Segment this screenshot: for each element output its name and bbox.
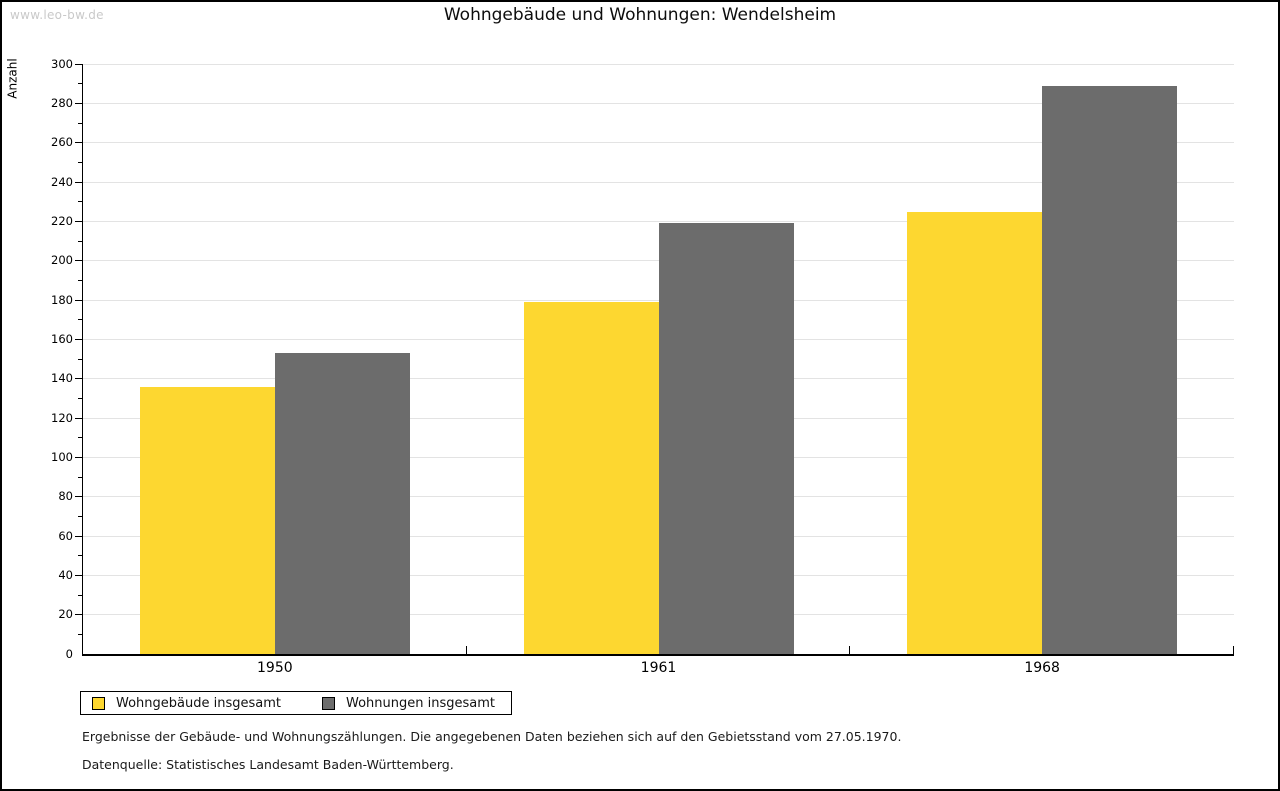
y-axis-tick [78, 201, 82, 203]
y-axis-label: Anzahl [5, 58, 20, 99]
y-gridline [83, 63, 1234, 65]
y-tick-label: 220 [51, 213, 73, 228]
footnote-gebietsstand: Ergebnisse der Gebäude- und Wohnungszähl… [82, 729, 902, 744]
y-gridline [83, 142, 1234, 144]
y-tick-label: 180 [51, 292, 73, 307]
y-axis-tick [75, 102, 82, 104]
x-tick-label: 1961 [640, 660, 677, 676]
y-axis-tick [75, 181, 82, 183]
bar-1968-series0 [907, 211, 1043, 654]
y-axis-tick [78, 515, 82, 517]
y-tick-label: 100 [51, 449, 73, 464]
legend: Wohngebäude insgesamt Wohnungen insgesam… [80, 691, 512, 715]
y-axis-tick [78, 633, 82, 635]
y-axis-tick [75, 220, 82, 222]
y-tick-label: 40 [58, 567, 73, 582]
y-axis-tick [75, 142, 82, 144]
footnote-datenquelle: Datenquelle: Statistisches Landesamt Bad… [82, 757, 454, 772]
y-tick-label: 140 [51, 371, 73, 386]
y-axis-tick [75, 299, 82, 301]
y-axis-tick [78, 279, 82, 281]
y-axis-tick [75, 378, 82, 380]
bar-1950-series0 [139, 386, 275, 654]
y-axis-tick [78, 476, 82, 478]
x-axis-tick [849, 646, 851, 654]
y-tick-label: 60 [58, 528, 73, 543]
legend-swatch-wohnungen [322, 696, 335, 710]
y-axis-tick [75, 63, 82, 65]
y-axis-tick [78, 161, 82, 163]
y-axis-tick [75, 574, 82, 576]
y-axis-tick [75, 260, 82, 262]
y-axis-tick [78, 358, 82, 360]
legend-label-wohngebaeude: Wohngebäude insgesamt [116, 695, 281, 711]
y-tick-label: 300 [51, 56, 73, 71]
y-axis-tick [75, 417, 82, 419]
bar-1961-series0 [523, 301, 659, 654]
x-tick-label: 1968 [1024, 660, 1060, 676]
y-axis-tick [78, 555, 82, 557]
plot-area: 0 20 40 60 80 100 120 140 160 180 200 220 240 260 280 3… [51, 57, 1234, 676]
y-axis-tick [78, 122, 82, 124]
y-tick-label: 280 [51, 95, 73, 110]
y-tick-label: 120 [51, 410, 73, 425]
y-tick-label: 160 [51, 331, 73, 346]
watermark: www.leo-bw.de [10, 8, 104, 22]
y-axis-tick [75, 338, 82, 340]
y-axis-tick [78, 397, 82, 399]
bar-1950-series1 [274, 353, 410, 654]
y-axis-tick [78, 83, 82, 85]
bar-1968-series1 [1042, 85, 1178, 654]
y-axis-tick [78, 240, 82, 242]
y-axis-tick [75, 496, 82, 498]
x-axis-tick [1233, 646, 1234, 654]
chart-title: Wohngebäude und Wohnungen: Wendelsheim [443, 5, 837, 25]
x-tick-label: 1950 [257, 660, 293, 676]
bar-1961-series1 [658, 223, 794, 654]
y-axis-tick [75, 614, 82, 616]
y-tick-label: 0 [65, 646, 73, 661]
y-axis-tick [78, 319, 82, 321]
y-axis-tick [78, 594, 82, 596]
x-axis-tick [465, 646, 467, 654]
y-gridline [83, 220, 1234, 222]
y-tick-label: 80 [58, 489, 73, 504]
y-tick-label: 20 [58, 607, 73, 622]
y-tick-label: 260 [51, 135, 73, 150]
y-axis-tick [75, 535, 82, 537]
y-gridline [83, 102, 1234, 104]
y-axis-tick [78, 437, 82, 439]
legend-swatch-wohngebaeude [92, 696, 105, 710]
y-tick-label: 200 [51, 253, 73, 268]
y-tick-label: 240 [51, 174, 73, 189]
y-gridline [83, 181, 1234, 183]
y-axis-tick [75, 456, 82, 458]
legend-label-wohnungen: Wohnungen insgesamt [346, 695, 495, 711]
